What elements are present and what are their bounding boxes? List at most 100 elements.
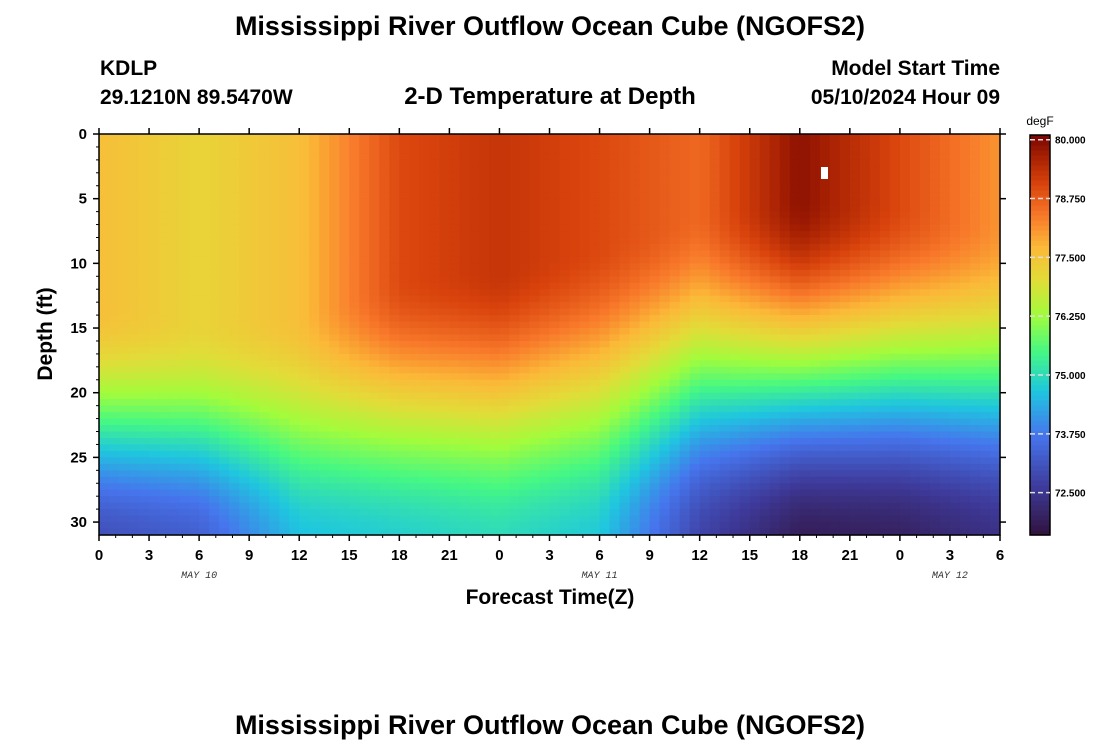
heatmap-cell <box>689 153 701 161</box>
heatmap-cell <box>529 379 541 387</box>
heatmap-cell <box>389 224 400 232</box>
heatmap-cell <box>469 470 481 478</box>
heatmap-cell <box>339 198 350 206</box>
heatmap-cell <box>949 205 961 213</box>
heatmap-cell <box>599 218 611 226</box>
heatmap-cell <box>739 159 751 167</box>
heatmap-cell <box>119 412 130 420</box>
heatmap-cell <box>799 392 811 400</box>
heatmap-cell <box>199 483 210 491</box>
heatmap-cell <box>349 457 360 465</box>
heatmap-cell <box>839 347 851 355</box>
heatmap-cell <box>259 140 270 148</box>
heatmap-cell <box>519 483 531 491</box>
heatmap-cell <box>199 166 210 174</box>
heatmap-cell <box>249 218 260 226</box>
heatmap-cell <box>549 399 561 407</box>
heatmap-cell <box>139 159 150 167</box>
heatmap-cell <box>279 489 290 497</box>
heatmap-cell <box>909 457 921 465</box>
heatmap-cell <box>409 192 420 200</box>
heatmap-cell <box>799 386 811 394</box>
station-id: KDLP <box>100 57 157 80</box>
heatmap-cell <box>519 425 531 433</box>
heatmap-cell <box>819 308 831 316</box>
heatmap-cell <box>839 269 851 277</box>
heatmap-cell <box>839 418 851 426</box>
heatmap-cell <box>209 334 220 342</box>
heatmap-cell <box>889 366 901 374</box>
heatmap-cell <box>849 134 861 142</box>
heatmap-cell <box>849 192 861 200</box>
heatmap-cell <box>719 263 731 271</box>
heatmap-cell <box>309 295 320 303</box>
heatmap-cell <box>769 295 781 303</box>
heatmap-cell <box>189 231 200 239</box>
heatmap-cell <box>389 269 400 277</box>
heatmap-cell <box>609 437 621 446</box>
heatmap-cell <box>179 418 190 426</box>
heatmap-cell <box>739 308 751 316</box>
heatmap-cell <box>169 198 180 206</box>
heatmap-cell <box>759 450 771 458</box>
heatmap-cell <box>399 373 410 381</box>
heatmap-cell <box>339 140 350 148</box>
heatmap-cell <box>749 334 761 342</box>
heatmap-cell <box>979 418 991 426</box>
heatmap-cell <box>619 476 631 484</box>
heatmap-cell <box>859 373 871 381</box>
heatmap-cell <box>159 192 170 200</box>
heatmap-cell <box>719 185 731 193</box>
heatmap-cell <box>879 146 891 155</box>
heatmap-cell <box>529 321 541 329</box>
heatmap-cell <box>789 159 801 167</box>
heatmap-cell <box>349 179 360 187</box>
heatmap-cell <box>419 172 430 180</box>
heatmap-cell <box>659 405 671 413</box>
heatmap-cell <box>129 185 140 193</box>
heatmap-cell <box>929 373 941 381</box>
heatmap-cell <box>679 476 691 484</box>
heatmap-cell <box>439 308 450 316</box>
heatmap-cell <box>849 444 861 452</box>
heatmap-cell <box>379 386 390 394</box>
heatmap-cell <box>319 192 330 200</box>
heatmap-cell <box>479 444 491 452</box>
heatmap-cell <box>589 470 601 478</box>
heatmap-cell <box>509 386 521 394</box>
heatmap-cell <box>489 256 501 264</box>
heatmap-cell <box>509 218 521 226</box>
heatmap-cell <box>619 437 631 446</box>
heatmap-cell <box>599 450 611 458</box>
heatmap-cell <box>619 366 631 374</box>
heatmap-cell <box>759 140 771 148</box>
heatmap-cell <box>729 256 741 264</box>
heatmap-cell <box>799 153 811 161</box>
heatmap-cell <box>309 308 320 316</box>
heatmap-cell <box>549 476 561 484</box>
heatmap-cell <box>759 321 771 329</box>
heatmap-cell <box>989 211 1001 219</box>
heatmap-cell <box>929 457 941 465</box>
heatmap-cell <box>299 134 310 142</box>
heatmap-cell <box>919 340 931 349</box>
heatmap-cell <box>149 172 160 180</box>
heatmap-cell <box>779 334 791 342</box>
heatmap-cell <box>909 224 921 232</box>
heatmap-cell <box>609 315 621 323</box>
heatmap-cell <box>569 302 581 310</box>
heatmap-cell <box>359 263 370 271</box>
heatmap-cell <box>229 470 240 478</box>
heatmap-cell <box>949 405 961 413</box>
heatmap-cell <box>729 146 741 155</box>
heatmap-cell <box>289 237 300 245</box>
heatmap-cell <box>829 476 841 484</box>
heatmap-cell <box>419 289 430 297</box>
heatmap-cell <box>929 315 941 323</box>
heatmap-cell <box>899 295 911 303</box>
heatmap-cell <box>969 134 981 142</box>
heatmap-cell <box>529 192 541 200</box>
heatmap-cell <box>479 353 491 361</box>
heatmap-cell <box>449 140 460 148</box>
heatmap-cell <box>579 347 591 355</box>
